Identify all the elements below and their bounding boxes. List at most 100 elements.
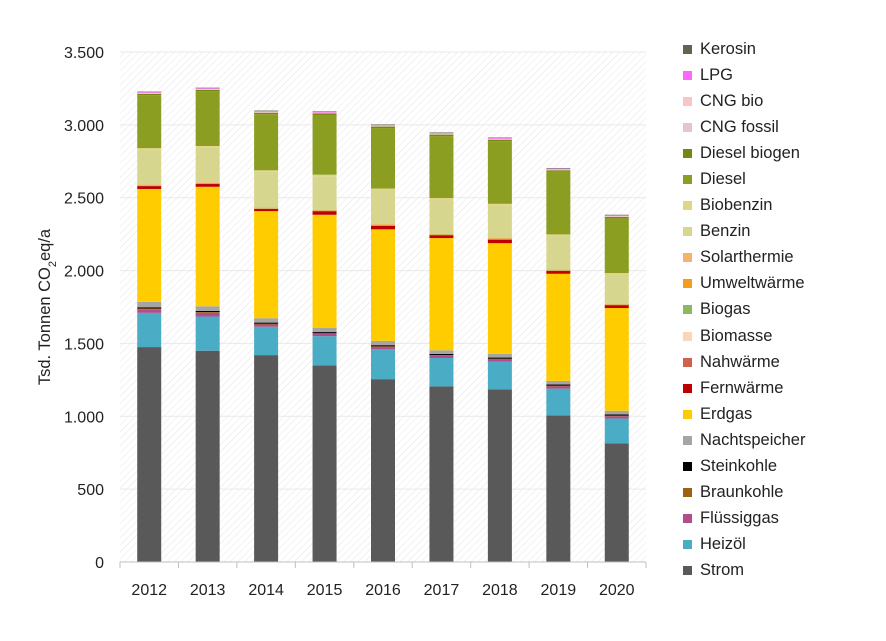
- legend-label: Diesel: [700, 170, 746, 189]
- x-axis-ticks: 2012 2013 2014 2015 2016 2017 2018 2019 2020: [119, 562, 647, 599]
- bar-segment: [487, 137, 512, 139]
- bar-segment: [195, 145, 220, 148]
- bar-segment: [546, 415, 571, 562]
- bar-segment: [487, 238, 512, 240]
- bar-segment: [487, 358, 512, 360]
- bar-segment: [604, 216, 629, 219]
- bar-segment: [371, 125, 395, 127]
- bar-segment: [195, 316, 220, 351]
- legend-item: Diesel biogen: [683, 140, 805, 166]
- bar-segment: [429, 235, 454, 239]
- legend-swatch: [683, 279, 692, 289]
- bar-stacks: [137, 87, 629, 562]
- legend-item: Biobenzin: [683, 193, 805, 219]
- bar-segment: [195, 312, 220, 313]
- bar-segment: [254, 111, 279, 113]
- bar-segment: [254, 112, 279, 115]
- bar-segment: [137, 185, 162, 186]
- bar-segment: [604, 214, 629, 216]
- legend-item: Fernwärme: [683, 375, 805, 401]
- bar-segment: [254, 171, 279, 208]
- legend-swatch: [683, 227, 692, 237]
- bar-segment: [137, 184, 162, 186]
- bar-segment: [604, 303, 629, 305]
- bar-segment: [371, 346, 395, 348]
- bar-segment: [429, 358, 454, 387]
- bar-segment: [429, 233, 454, 235]
- bar-segment: [487, 203, 512, 206]
- bar-segment: [312, 112, 337, 113]
- bar-segment: [137, 308, 162, 310]
- legend-label: Nahwärme: [700, 352, 780, 371]
- bar-segment: [254, 211, 279, 319]
- legend-swatch: [683, 148, 692, 158]
- bar-segment: [429, 133, 454, 135]
- bar-segment: [604, 303, 629, 305]
- legend-item: Flüssiggas: [683, 506, 805, 532]
- legend-item: Biomasse: [683, 323, 805, 349]
- legend-item: Heizöl: [683, 532, 805, 558]
- bar-segment: [429, 134, 454, 137]
- bar-segment: [254, 207, 279, 208]
- bar-segment: [546, 169, 571, 171]
- bar-segment: [487, 138, 512, 140]
- bar-segment: [604, 215, 629, 216]
- legend-label: Kerosin: [700, 39, 756, 58]
- bar-segment: [604, 415, 629, 417]
- bar-segment: [312, 209, 337, 211]
- legend-label: Benzin: [700, 222, 751, 241]
- bar-segment: [312, 336, 337, 366]
- bar-segment: [487, 357, 512, 359]
- legend-swatch: [683, 540, 692, 550]
- legend-swatch: [683, 175, 692, 185]
- y-tick-label: 2.000: [64, 264, 104, 281]
- legend-label: CNG fossil: [700, 117, 779, 136]
- bar-segment: [487, 139, 512, 142]
- legend-swatch: [683, 44, 692, 54]
- bar-segment: [137, 93, 162, 96]
- x-tick-label: 2015: [307, 582, 343, 599]
- x-tick-label: 2017: [424, 582, 460, 599]
- bar-segment: [254, 208, 279, 210]
- bar-segment: [312, 209, 337, 211]
- bar-segment: [312, 333, 337, 334]
- bar-stack: [487, 137, 512, 562]
- legend-item: Nachtspeicher: [683, 427, 805, 453]
- bar-segment: [604, 216, 629, 217]
- bar-segment: [312, 113, 337, 115]
- legend-item: Nahwärme: [683, 349, 805, 375]
- bar-segment: [604, 418, 629, 444]
- bar-segment: [137, 186, 162, 189]
- bar-segment: [195, 350, 220, 562]
- y-tick-label: 500: [77, 482, 104, 499]
- legend-item: Steinkohle: [683, 454, 805, 480]
- bar-segment: [371, 124, 395, 125]
- bar-segment: [312, 174, 337, 177]
- bar-segment: [487, 239, 512, 240]
- bar-segment: [371, 229, 395, 341]
- bar-segment: [137, 301, 162, 308]
- y-tick-label: 1.500: [64, 336, 104, 353]
- bar-segment: [371, 345, 395, 347]
- bar-segment: [604, 443, 629, 562]
- bar-segment: [195, 147, 220, 183]
- bar-segment: [195, 312, 220, 317]
- legend-swatch: [683, 409, 692, 419]
- bar-segment: [371, 225, 395, 226]
- legend-label: Steinkohle: [700, 457, 778, 476]
- bar-segment: [604, 274, 629, 304]
- bar-segment: [195, 310, 220, 313]
- bar-segment: [546, 270, 571, 271]
- bar-segment: [254, 323, 279, 325]
- bar-segment: [195, 88, 220, 89]
- bar-segment: [195, 182, 220, 184]
- bar-segment: [195, 89, 220, 92]
- bar-segment: [546, 234, 571, 236]
- bar-segment: [371, 128, 395, 189]
- bar-segment: [137, 185, 162, 187]
- legend-item: LPG: [683, 62, 805, 88]
- bar-segment: [371, 189, 395, 225]
- bar-segment: [312, 333, 337, 337]
- bar-segment: [604, 308, 629, 411]
